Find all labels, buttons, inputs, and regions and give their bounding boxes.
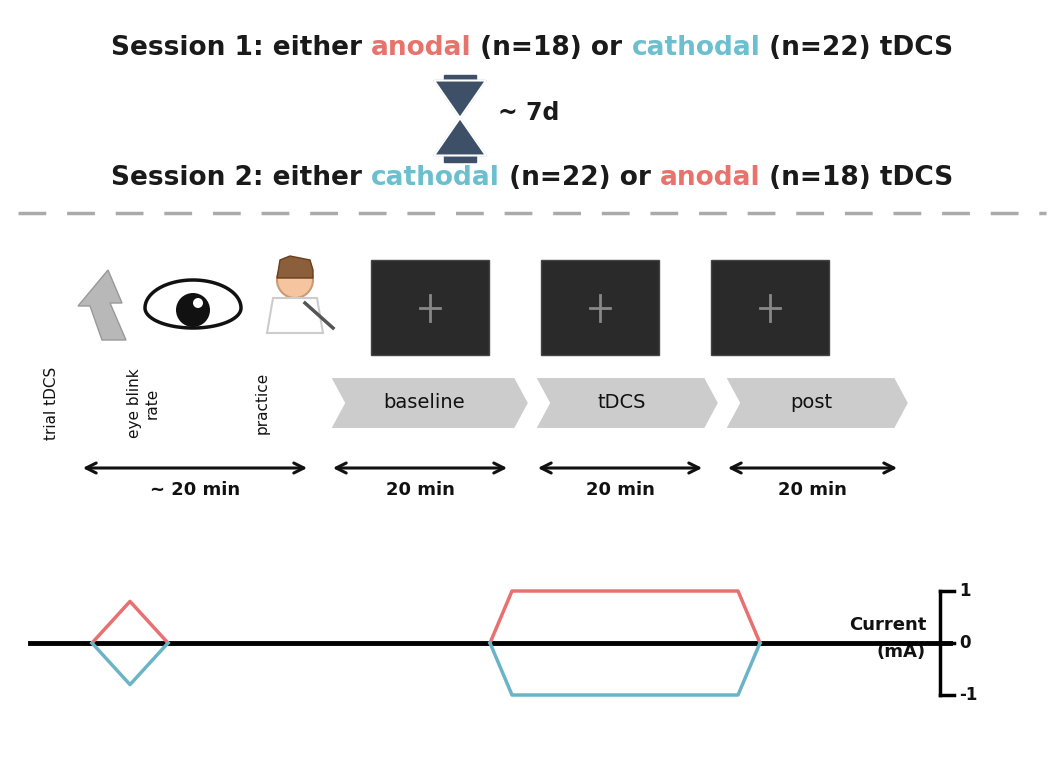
Polygon shape (145, 280, 242, 328)
Text: (n=18) tDCS: (n=18) tDCS (760, 165, 953, 191)
Text: baseline: baseline (383, 393, 465, 412)
Bar (711, 260, 829, 355)
Text: Session 2: either: Session 2: either (111, 165, 370, 191)
Text: anodal: anodal (660, 165, 760, 191)
Text: (n=18) or: (n=18) or (471, 35, 631, 61)
Polygon shape (78, 270, 126, 340)
Circle shape (277, 262, 313, 298)
Text: Current: Current (849, 615, 926, 634)
Polygon shape (277, 256, 313, 278)
Polygon shape (330, 377, 529, 429)
Text: Session 1: either: Session 1: either (111, 35, 370, 61)
Bar (371, 260, 489, 355)
Text: ~ 7d: ~ 7d (498, 101, 560, 125)
Text: 20 min: 20 min (778, 481, 847, 499)
Text: (mA): (mA) (877, 644, 926, 662)
Text: tDCS: tDCS (597, 393, 646, 412)
Bar (541, 260, 659, 355)
Circle shape (193, 298, 203, 308)
Text: -1: -1 (959, 686, 978, 704)
Polygon shape (725, 377, 909, 429)
Text: (n=22) or: (n=22) or (499, 165, 660, 191)
Text: 20 min: 20 min (385, 481, 454, 499)
Text: cathodal: cathodal (631, 35, 761, 61)
Text: (n=22) tDCS: (n=22) tDCS (761, 35, 953, 61)
Polygon shape (535, 377, 719, 429)
Polygon shape (267, 298, 323, 333)
Text: 0: 0 (959, 634, 970, 652)
Text: anodal: anodal (370, 35, 471, 61)
Text: eye blink
rate: eye blink rate (127, 368, 160, 438)
Bar (444, 74, 476, 83)
Text: cathodal: cathodal (370, 165, 499, 191)
Bar (444, 154, 476, 161)
Text: post: post (791, 393, 832, 412)
Text: 1: 1 (959, 582, 970, 600)
Polygon shape (434, 80, 486, 118)
Text: 20 min: 20 min (585, 481, 654, 499)
Text: practice: practice (254, 372, 269, 434)
Circle shape (176, 293, 210, 327)
Text: ~ 20 min: ~ 20 min (150, 481, 240, 499)
Text: trial tDCS: trial tDCS (45, 366, 60, 440)
Polygon shape (434, 118, 486, 155)
